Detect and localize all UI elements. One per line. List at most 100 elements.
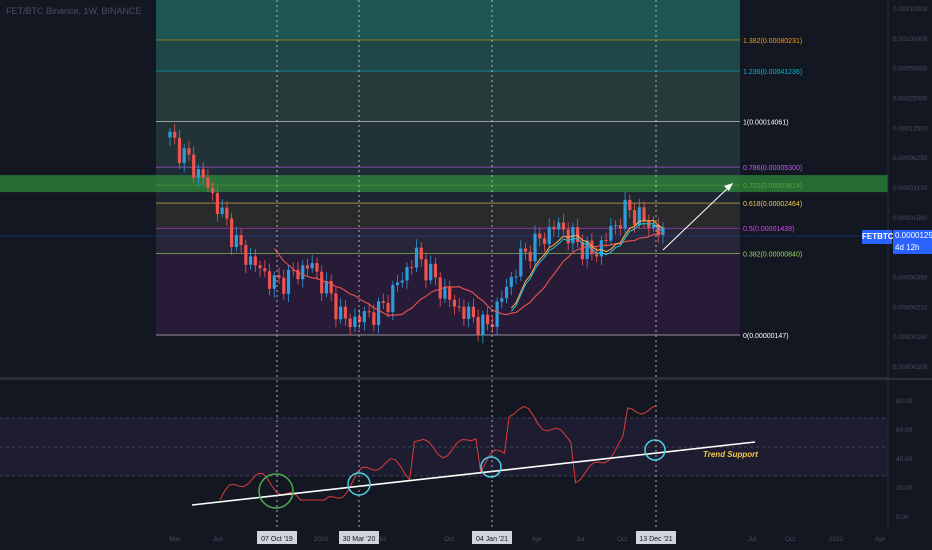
candle-body [628, 199, 632, 211]
candle-body [500, 298, 504, 302]
candle-body [258, 265, 262, 269]
candle [656, 218, 660, 243]
candle-body [168, 131, 172, 138]
time-tick-label: Oct [444, 536, 454, 543]
price-tick-label: 0.00000150 [893, 334, 928, 341]
candle-body [192, 154, 196, 178]
candle [509, 272, 513, 296]
date-marker-label: 30 Mar '20 [343, 536, 376, 543]
candle-body [348, 318, 352, 328]
candle-body [457, 306, 461, 308]
date-marker-label: 13 Dec '21 [639, 536, 672, 543]
candle [599, 235, 603, 265]
candle [248, 248, 253, 270]
fib-level-label: 0.382(0.00000840) [743, 251, 802, 258]
bar-countdown: 4d 12h [895, 243, 920, 252]
candle-body [386, 302, 390, 312]
rsi-tick-label: 20.00 [896, 485, 913, 492]
trend-support-line [191, 441, 756, 506]
fib-zone [156, 228, 740, 254]
candle-body [234, 234, 238, 248]
time-axis-bg [0, 530, 932, 550]
candle [376, 297, 381, 334]
candle [571, 222, 575, 252]
candle-body [173, 131, 177, 138]
candle [177, 129, 182, 169]
candle [324, 272, 329, 298]
candle-body [495, 301, 499, 327]
candle [628, 194, 632, 219]
candle [253, 249, 257, 273]
candle [514, 269, 518, 285]
candle [443, 279, 447, 303]
candle-body [329, 280, 333, 294]
time-tick-label: Jun [213, 536, 224, 543]
touch-circle [644, 439, 666, 461]
candle-body [291, 269, 295, 271]
rsi-tick-label: 60.00 [896, 427, 913, 434]
fib-level-label: 1.382(0.00080231) [743, 38, 802, 45]
candle-body [296, 269, 300, 280]
candle [211, 181, 215, 202]
date-marker-tag [257, 531, 297, 544]
candle-body [429, 263, 433, 281]
rsi-tick-label: 40.00 [896, 456, 913, 463]
candle-body [523, 248, 528, 252]
candle-body [187, 148, 191, 155]
candle-body [196, 169, 201, 178]
moving-average-orange [510, 219, 664, 309]
candle-body [613, 225, 618, 227]
candle-body [410, 267, 414, 269]
candle-body [651, 224, 656, 229]
candle [358, 309, 362, 330]
candle [566, 222, 570, 251]
candle [230, 212, 234, 256]
candle-body [538, 233, 542, 239]
candle [168, 128, 172, 146]
candle-body [239, 234, 243, 246]
candle-body [400, 280, 404, 283]
candle-body [528, 251, 532, 262]
candle [424, 252, 428, 288]
candle-body [381, 301, 385, 303]
price-tick-label: 0.00100000 [893, 36, 928, 43]
candle-body [391, 285, 395, 312]
candle [433, 257, 438, 286]
price-tick-label: 0.00003120 [893, 185, 928, 192]
candle [500, 290, 504, 309]
candle-body [253, 256, 257, 266]
pane-separator [0, 377, 932, 380]
chart-header-title: FET/BTC Binance, 1W, BINANCE [6, 6, 142, 16]
candle [353, 308, 357, 333]
candle-body [301, 265, 305, 280]
candle-body [220, 207, 224, 214]
candle-body [433, 263, 438, 278]
price-tick-label: 0.00210000 [893, 6, 928, 13]
candle [613, 220, 618, 235]
candle-body [320, 271, 324, 294]
candle [538, 227, 542, 247]
candle-body [230, 218, 234, 248]
candle [282, 269, 286, 300]
candle [552, 220, 556, 237]
candle-body [324, 280, 329, 294]
candle-body [599, 240, 603, 257]
candle [561, 214, 566, 235]
candle [618, 218, 622, 236]
time-tick-label: Apr [532, 536, 543, 543]
candle [386, 294, 390, 318]
fib-level-label: 0.5(0.00001439) [743, 226, 794, 233]
candle [272, 271, 276, 298]
candle-body [533, 233, 537, 262]
candle-body [609, 225, 613, 241]
candle [381, 293, 385, 310]
time-tick-label: Jul [748, 536, 757, 543]
date-marker-label: 07 Oct '19 [261, 536, 293, 543]
fib-zone [156, 203, 740, 229]
candle-body [443, 287, 447, 299]
candle [595, 246, 599, 263]
fib-level-label: 0.786(0.00005300) [743, 165, 802, 172]
candle-body [566, 229, 570, 244]
price-tick-label: 0.00001560 [893, 215, 928, 222]
